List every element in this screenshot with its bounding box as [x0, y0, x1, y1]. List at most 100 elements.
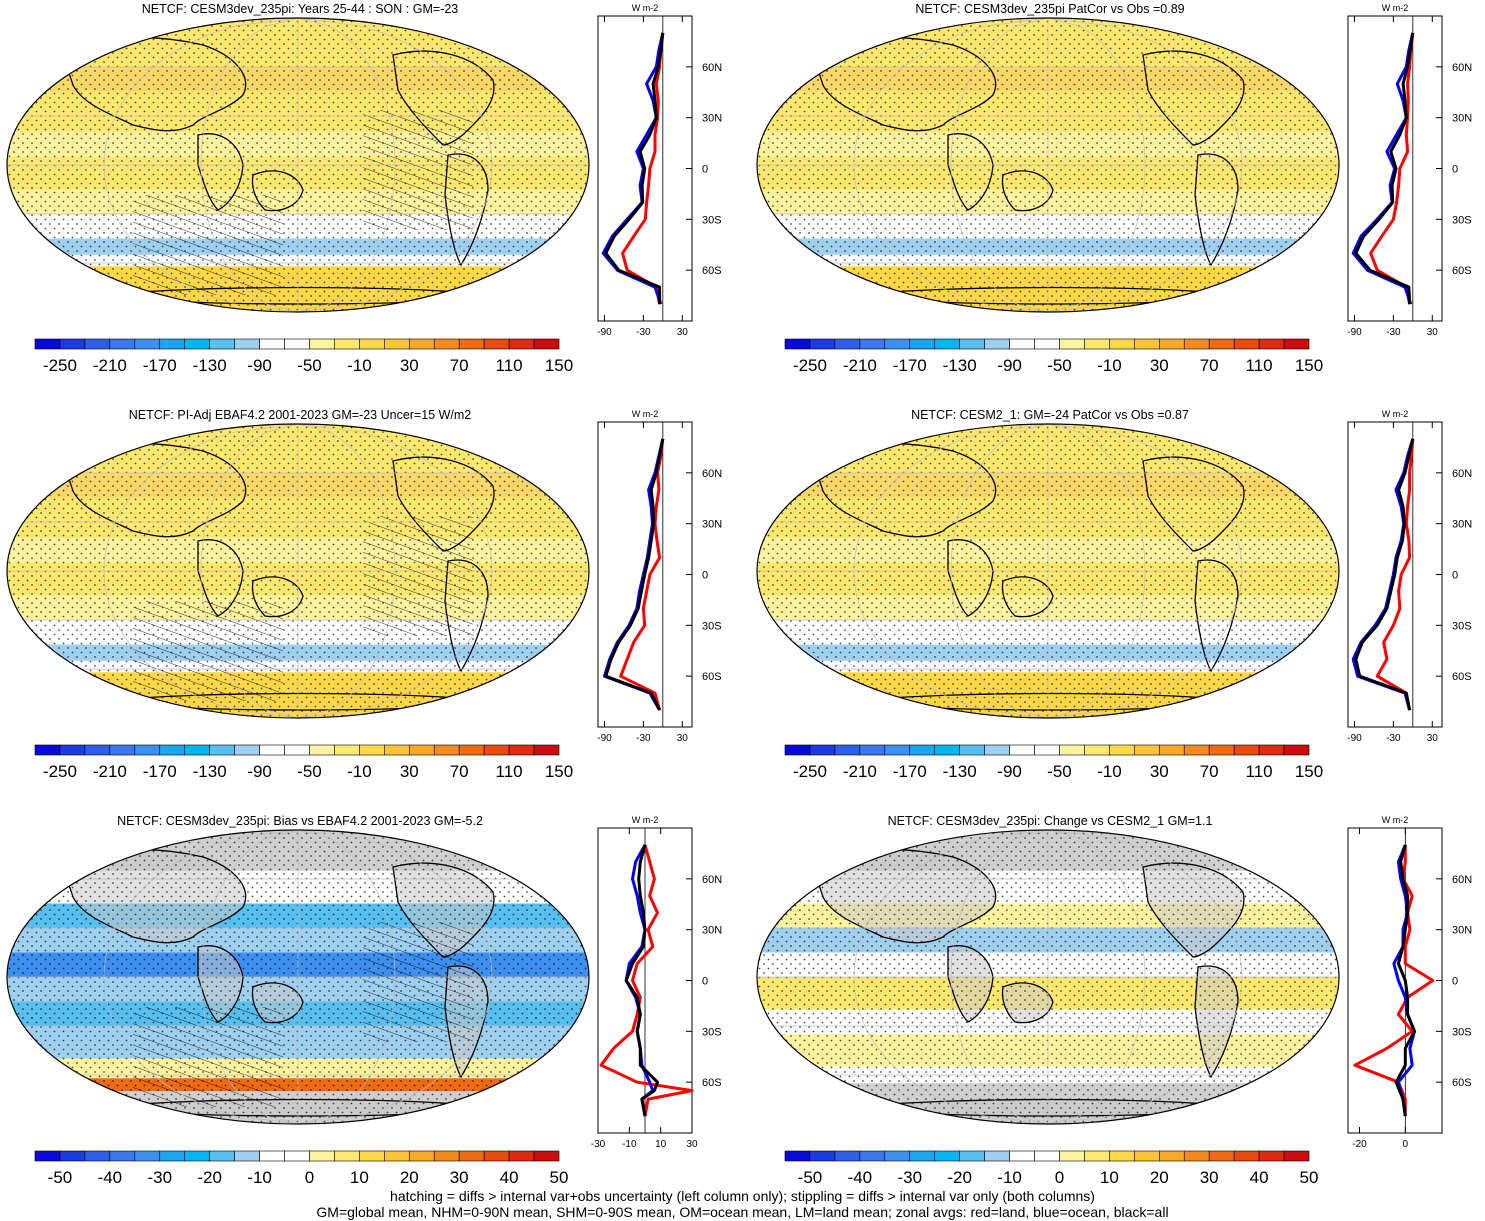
panel-title: NETCF: CESM3dev_235pi: Bias vs EBAF4.2 2…: [117, 814, 483, 828]
land-zonal-line: [1353, 844, 1435, 1117]
colorbar-swatch: [533, 338, 560, 350]
colorbar-label: -40: [848, 1168, 873, 1187]
colorbar-swatch: [234, 1150, 260, 1162]
colorbar-swatch: [384, 338, 410, 350]
colorbar-swatch: [784, 338, 811, 350]
graticule-lon: [200, 18, 299, 312]
zonal-average-plot: W m-2 -30 -10 10 30 60N 30N 0 30S 60S: [591, 815, 722, 1150]
colorbar-swatch: [109, 1150, 136, 1162]
colorbar-label: 150: [545, 762, 573, 781]
land-zonal-line: [599, 844, 694, 1117]
graticule-lon: [1047, 18, 1243, 312]
y-tick-label: 60N: [1452, 62, 1472, 74]
graticule-lon: [1047, 830, 1243, 1124]
x-tick-label: -30: [1386, 327, 1401, 338]
zonal-units-label: W m-2: [632, 409, 659, 419]
colorbar-label: 30: [450, 1168, 469, 1187]
colorbar-label: -50: [1047, 356, 1072, 375]
colorbar-label: -30: [897, 1168, 922, 1187]
colorbar-swatch: [959, 338, 985, 350]
colorbar-label: -10: [347, 356, 372, 375]
colorbar-swatch: [508, 1150, 535, 1162]
y-tick-label: 60S: [1452, 265, 1472, 277]
x-tick-label: 30: [1427, 733, 1439, 744]
colorbar-swatch: [433, 744, 460, 756]
y-tick-label: 30S: [702, 1026, 722, 1038]
land-zonal-line: [1375, 438, 1415, 711]
colorbar-label: -10: [1097, 762, 1122, 781]
colorbar-swatch: [433, 338, 460, 350]
colorbar-swatch: [1158, 744, 1185, 756]
graticule-lon: [1047, 830, 1146, 1124]
panel-title: NETCF: CESM3dev_235pi: Years 25-44 : SON…: [141, 2, 459, 16]
colorbar: -250 -210 -170 -130 -90 -50 -10 30 70 110 150: [34, 338, 573, 375]
colorbar-swatch: [59, 338, 86, 350]
colorbar-label: -50: [297, 762, 322, 781]
colorbar-label: -40: [98, 1168, 123, 1187]
colorbar-swatch: [1233, 744, 1260, 756]
x-tick-label: -90: [1347, 733, 1362, 744]
map-outline: [6, 17, 590, 313]
colorbar-swatch: [384, 744, 410, 756]
colorbar-swatch: [1009, 1150, 1035, 1162]
graticule-lon: [950, 18, 1049, 312]
panel-change: NETCF: CESM3dev_235pi: Change vs CESM2_1…: [750, 812, 1485, 1187]
x-tick-label: -30: [1386, 733, 1401, 744]
ocean-zonal-line: [1392, 844, 1416, 1117]
graticule-lon: [297, 18, 493, 312]
map-outline: [756, 829, 1340, 1125]
colorbar-swatch: [1084, 1150, 1110, 1162]
colorbar-swatch: [809, 1150, 836, 1162]
y-tick-label: 0: [1452, 164, 1458, 176]
panel-title: NETCF: CESM3dev_235pi: Change vs CESM2_1…: [887, 814, 1213, 828]
graticule-lon: [103, 424, 299, 718]
colorbar-swatch: [1034, 1150, 1060, 1162]
colorbar-swatch: [284, 1150, 310, 1162]
x-tick-label: 30: [677, 733, 689, 744]
colorbar-label: 10: [1100, 1168, 1119, 1187]
colorbar-swatch: [483, 1150, 510, 1162]
colorbar-swatch: [1183, 1150, 1210, 1162]
colorbar-label: 70: [1200, 762, 1219, 781]
colorbar-swatch: [458, 1150, 485, 1162]
colorbar-swatch: [1134, 338, 1160, 350]
colorbar-label: 40: [500, 1168, 519, 1187]
colorbar-swatch: [1183, 744, 1210, 756]
colorbar-swatch: [184, 338, 210, 350]
colorbar-swatch: [408, 744, 435, 756]
colorbar-swatch: [234, 744, 260, 756]
colorbar-label: -90: [247, 762, 272, 781]
y-tick-label: 30N: [1452, 519, 1472, 531]
zonal-units-label: W m-2: [632, 815, 659, 825]
colorbar-swatch: [259, 1150, 285, 1162]
colorbar-swatch: [1208, 338, 1235, 350]
colorbar-label: 0: [1055, 1168, 1064, 1187]
colorbar-swatch: [1258, 1150, 1285, 1162]
land-zonal-line: [1369, 32, 1415, 305]
graticule-lon: [950, 830, 1049, 1124]
y-tick-label: 30N: [702, 925, 722, 937]
colorbar-label: -170: [893, 356, 927, 375]
colorbar-label: 0: [305, 1168, 314, 1187]
y-tick-label: 60S: [702, 265, 722, 277]
colorbar-swatch: [433, 1150, 460, 1162]
y-tick-label: 30S: [702, 620, 722, 632]
colorbar-swatch: [59, 744, 86, 756]
world-map: [6, 829, 590, 1125]
colorbar-swatch: [483, 338, 510, 350]
colorbar: -250 -210 -170 -130 -90 -50 -10 30 70 110 150: [784, 744, 1323, 781]
colorbar-swatch: [1059, 744, 1085, 756]
colorbar-label: 150: [545, 356, 573, 375]
colorbar-swatch: [59, 1150, 86, 1162]
graticule-lon: [297, 830, 396, 1124]
y-tick-label: 30N: [702, 113, 722, 125]
zonal-frame: [1347, 827, 1443, 1134]
zonal-average-plot: W m-2 -90 -30 30 60N 30N 0 30S 60S: [597, 409, 722, 744]
x-tick-label: 30: [677, 327, 689, 338]
colorbar-label: 70: [450, 762, 469, 781]
colorbar-label: -170: [143, 356, 177, 375]
colorbar-label: -90: [247, 356, 272, 375]
colorbar-swatch: [784, 744, 811, 756]
colorbar-label: 110: [1246, 356, 1273, 375]
map-outline: [756, 423, 1340, 719]
